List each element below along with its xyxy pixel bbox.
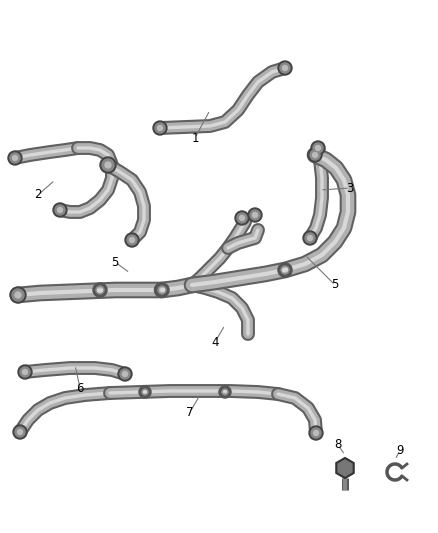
Text: 6: 6 xyxy=(76,382,84,394)
Circle shape xyxy=(307,236,312,240)
Circle shape xyxy=(8,151,22,165)
Circle shape xyxy=(15,292,21,298)
Circle shape xyxy=(120,369,130,379)
Text: 8: 8 xyxy=(334,439,342,451)
Circle shape xyxy=(278,61,292,75)
Circle shape xyxy=(127,235,137,245)
Text: 4: 4 xyxy=(211,335,219,349)
Polygon shape xyxy=(336,458,353,478)
Circle shape xyxy=(312,152,318,157)
Circle shape xyxy=(102,159,114,171)
Circle shape xyxy=(15,427,25,437)
Circle shape xyxy=(55,205,65,215)
Circle shape xyxy=(248,208,262,222)
Circle shape xyxy=(250,210,260,220)
Circle shape xyxy=(237,213,247,223)
Text: 5: 5 xyxy=(111,255,119,269)
Circle shape xyxy=(283,66,287,70)
Text: 9: 9 xyxy=(396,443,404,456)
Circle shape xyxy=(130,238,134,243)
Text: 3: 3 xyxy=(346,182,354,195)
Circle shape xyxy=(10,287,26,303)
Text: 7: 7 xyxy=(186,406,194,418)
Circle shape xyxy=(100,157,116,173)
Circle shape xyxy=(18,430,22,434)
Text: 5: 5 xyxy=(331,279,339,292)
Circle shape xyxy=(105,162,111,168)
Circle shape xyxy=(303,231,317,245)
Circle shape xyxy=(123,372,127,376)
Text: 2: 2 xyxy=(34,189,42,201)
Circle shape xyxy=(12,289,24,301)
Circle shape xyxy=(20,367,30,377)
Circle shape xyxy=(280,63,290,73)
Circle shape xyxy=(311,141,325,155)
Circle shape xyxy=(13,156,18,160)
Circle shape xyxy=(308,148,322,162)
Circle shape xyxy=(18,365,32,379)
Circle shape xyxy=(53,203,67,217)
Circle shape xyxy=(252,213,258,217)
Circle shape xyxy=(57,207,63,213)
Circle shape xyxy=(155,123,165,133)
Circle shape xyxy=(240,215,244,221)
Circle shape xyxy=(10,153,20,163)
Circle shape xyxy=(313,143,323,153)
Circle shape xyxy=(158,125,162,131)
Circle shape xyxy=(310,150,320,160)
Circle shape xyxy=(311,428,321,438)
Circle shape xyxy=(305,233,315,243)
Circle shape xyxy=(235,211,249,225)
Circle shape xyxy=(22,369,28,375)
Circle shape xyxy=(125,233,139,247)
Circle shape xyxy=(315,146,321,150)
Circle shape xyxy=(13,425,27,439)
Circle shape xyxy=(153,121,167,135)
Circle shape xyxy=(314,431,318,435)
Circle shape xyxy=(309,426,323,440)
Circle shape xyxy=(118,367,132,381)
Text: 1: 1 xyxy=(191,132,199,144)
